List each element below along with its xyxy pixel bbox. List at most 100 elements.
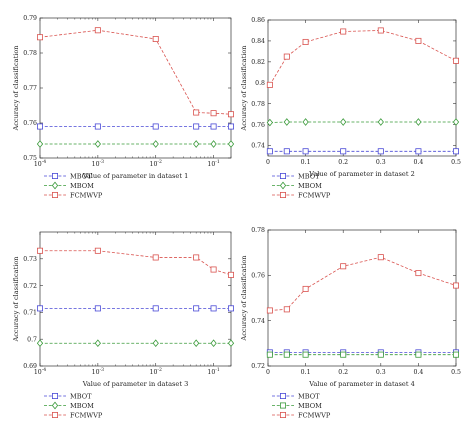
x-tick-label: 0.5 (451, 369, 461, 376)
chart-panel-4: 0 0.1 0.2 0.3 0.4 0.5 0.72 0.74 0.76 0.78 Value of… (240, 227, 461, 419)
legend-label: FCMWVP (70, 191, 103, 199)
data-point (377, 148, 384, 155)
series-fcmwvp (37, 27, 234, 118)
y-axis-label: Accuracy of classification (12, 256, 20, 343)
data-point (152, 339, 159, 348)
legend-marker (51, 401, 59, 410)
data-point (340, 263, 347, 270)
x-tick-label: 10-2 (150, 367, 162, 376)
data-point (227, 305, 234, 312)
series-fcmwvp (37, 247, 234, 278)
series-fcmwvp (266, 27, 459, 88)
legend-marker (279, 191, 286, 198)
data-point (193, 140, 200, 148)
data-point (452, 351, 459, 358)
data-point (415, 351, 422, 358)
y-tick-label: 0.79 (23, 15, 37, 22)
x-tick-label: 0.2 (338, 369, 348, 376)
x-tick-label: 10-1 (207, 159, 219, 168)
data-point (415, 118, 422, 126)
data-point (193, 254, 200, 261)
data-point (266, 118, 273, 127)
x-tick-label: 0 (266, 159, 270, 166)
series-mbom (266, 118, 460, 127)
data-point (94, 339, 101, 348)
y-tick-label: 0.74 (251, 143, 265, 150)
data-point (94, 247, 101, 254)
data-point (210, 339, 217, 348)
data-point (266, 351, 273, 358)
data-point (377, 118, 384, 126)
data-point (302, 38, 309, 45)
data-point (452, 118, 460, 126)
data-point (152, 36, 159, 43)
chart-panel-3: 10-4 10-3 10-2 10-1 0.69 0.7 0.71 0.72 0.73 Value… (12, 231, 235, 419)
data-point (37, 247, 44, 254)
data-point (94, 305, 101, 312)
x-tick-label: 0.4 (413, 369, 423, 376)
data-point (340, 28, 347, 35)
legend-marker (52, 411, 59, 418)
series-mbom (36, 339, 235, 348)
data-point (302, 351, 309, 358)
y-tick-label: 0.69 (23, 363, 37, 370)
x-tick-label: 0.1 (301, 159, 311, 166)
x-tick-label: 10-2 (150, 159, 162, 168)
data-point (227, 111, 234, 118)
legend-marker (279, 411, 286, 418)
legend-label: MBOT (70, 172, 92, 180)
x-axis-label: Value of parameter in dataset 3 (82, 380, 189, 388)
y-tick-label: 0.75 (23, 155, 37, 162)
legend-label: MBOM (298, 402, 322, 410)
plot-frame (39, 17, 232, 159)
data-point (152, 140, 159, 148)
y-tick-label: 0.73 (23, 256, 37, 263)
data-point (94, 140, 101, 148)
data-point (37, 305, 44, 312)
data-point (452, 282, 459, 289)
data-point (152, 254, 159, 261)
plot-frame (267, 229, 457, 367)
series-line (269, 30, 457, 86)
series-line (269, 256, 457, 311)
series-mbom (36, 140, 235, 148)
legend-marker (279, 402, 286, 409)
data-point (283, 148, 290, 155)
y-tick-label: 0.78 (23, 50, 37, 57)
y-tick-label: 0.78 (251, 101, 265, 108)
legend-marker (279, 392, 286, 399)
x-axis-label: Value of parameter in dataset 1 (82, 172, 189, 180)
data-point (302, 285, 309, 292)
legend-label: MBOM (298, 182, 322, 190)
data-point (210, 140, 217, 148)
legend-label: MBOT (70, 392, 92, 400)
x-tick-label: 0.2 (338, 159, 348, 166)
data-point (36, 339, 44, 348)
y-tick-label: 0.78 (251, 227, 265, 234)
series-mbot (37, 305, 234, 312)
data-point (266, 148, 273, 155)
data-point (227, 339, 235, 348)
data-point (193, 305, 200, 312)
data-point (37, 34, 44, 41)
x-tick-label: 10-3 (92, 159, 104, 168)
data-point (210, 123, 217, 130)
data-point (377, 27, 384, 34)
data-point (415, 37, 422, 44)
x-tick-label: 0.5 (451, 159, 461, 166)
chart-panel-1: 10-4 10-3 10-2 10-1 0.75 0.76 0.77 0.78 0.79 Valu… (12, 15, 235, 199)
y-tick-label: 0.72 (23, 283, 37, 290)
legend-label: FCMWVP (70, 411, 103, 419)
data-point (227, 123, 234, 130)
data-point (266, 307, 273, 314)
data-point (283, 351, 290, 358)
y-tick-label: 0.76 (251, 122, 265, 129)
x-tick-label: 0.4 (413, 159, 423, 166)
data-point (377, 351, 384, 358)
series-line (39, 29, 232, 115)
